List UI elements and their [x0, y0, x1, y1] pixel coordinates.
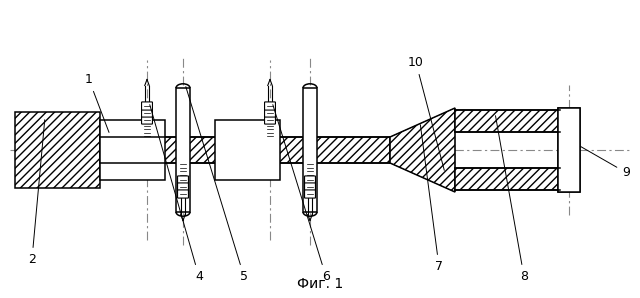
FancyBboxPatch shape — [177, 190, 188, 198]
Polygon shape — [390, 108, 455, 192]
Text: Фиг. 1: Фиг. 1 — [297, 277, 343, 291]
Text: 7: 7 — [420, 125, 443, 273]
FancyBboxPatch shape — [305, 183, 316, 191]
Bar — [100, 137, 390, 163]
FancyBboxPatch shape — [177, 183, 188, 191]
Bar — [455, 168, 560, 190]
Text: 2: 2 — [28, 120, 45, 266]
Bar — [176, 88, 190, 212]
FancyBboxPatch shape — [305, 176, 316, 184]
FancyBboxPatch shape — [177, 176, 188, 184]
Bar — [455, 110, 560, 132]
Text: 9: 9 — [580, 146, 630, 179]
FancyBboxPatch shape — [305, 190, 316, 198]
FancyBboxPatch shape — [264, 102, 275, 110]
Bar — [215, 120, 280, 180]
Bar — [15, 112, 100, 188]
Text: 10: 10 — [408, 56, 444, 170]
FancyBboxPatch shape — [141, 109, 152, 117]
Text: 8: 8 — [495, 116, 528, 283]
Text: 4: 4 — [150, 105, 203, 283]
Bar — [558, 108, 580, 192]
Bar — [558, 108, 580, 192]
Bar — [303, 88, 317, 212]
Bar — [100, 120, 165, 180]
FancyBboxPatch shape — [264, 109, 275, 117]
Text: 5: 5 — [186, 87, 248, 283]
FancyBboxPatch shape — [264, 116, 275, 124]
Text: 6: 6 — [273, 105, 330, 283]
FancyBboxPatch shape — [141, 116, 152, 124]
Text: 1: 1 — [85, 73, 109, 132]
FancyBboxPatch shape — [141, 102, 152, 110]
